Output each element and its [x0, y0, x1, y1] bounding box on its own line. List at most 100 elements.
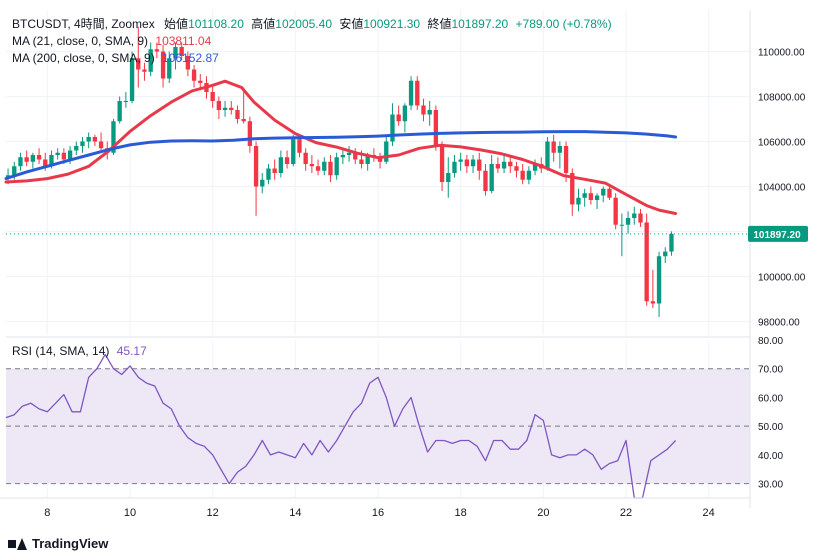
- candle-body: [86, 137, 91, 142]
- candle-body: [464, 159, 470, 167]
- candles: [5, 26, 674, 317]
- rsi-tick-label: 70.00: [758, 365, 783, 376]
- rsi-line: [5, 353, 677, 499]
- candle-body: [24, 157, 29, 162]
- candle-body: [396, 114, 401, 122]
- candle-body: [607, 188, 612, 198]
- candle-body: [334, 157, 339, 176]
- candle-body: [582, 193, 587, 198]
- candle-body: [67, 150, 73, 160]
- open-value: 101108.20: [188, 17, 244, 31]
- candle-body: [594, 195, 600, 200]
- candle-body: [129, 58, 135, 101]
- tradingview-icon: [8, 537, 27, 550]
- candle-body: [365, 155, 370, 164]
- candle-body: [55, 152, 60, 155]
- candle-body: [638, 213, 643, 223]
- candle-body: [570, 173, 575, 205]
- candle-body: [340, 155, 346, 158]
- x-tick-label: 10: [124, 507, 136, 519]
- candle-body: [322, 161, 327, 171]
- candle-body: [421, 105, 426, 115]
- candle-body: [222, 107, 228, 110]
- candle-body: [557, 146, 563, 153]
- candle-body: [514, 166, 519, 171]
- candle-body: [390, 114, 395, 142]
- candle-body: [247, 121, 253, 146]
- ma21-label: MA (21, close, 0, SMA, 9): [12, 34, 149, 48]
- ma21-line: [4, 79, 678, 215]
- candle-body: [303, 152, 308, 164]
- candle-body: [80, 141, 85, 146]
- x-tick-label: 12: [207, 507, 219, 519]
- candle-body: [427, 110, 432, 115]
- candle-body: [74, 146, 79, 151]
- candle-body: [346, 152, 352, 155]
- open-label: 始値: [164, 17, 189, 31]
- candle-body: [619, 224, 625, 226]
- ma21-legend[interactable]: MA (21, close, 0, SMA, 9) 103811.04: [12, 34, 211, 48]
- candle-body: [154, 49, 160, 52]
- ma200-legend[interactable]: MA (200, close, 0, SMA, 9) 106152.87: [12, 51, 219, 65]
- rsi-tick-label: 60.00: [758, 393, 783, 404]
- candle-body: [291, 139, 296, 164]
- candle-body: [210, 92, 215, 101]
- candle-body: [18, 157, 23, 167]
- candle-body: [185, 56, 191, 70]
- candle-body: [98, 141, 104, 149]
- candle-body: [452, 161, 457, 173]
- candle-body: [148, 49, 153, 72]
- candle-body: [402, 105, 408, 122]
- candle-body: [384, 141, 389, 162]
- y-tick-label: 100000.00: [758, 273, 806, 284]
- y-tick-label: 104000.00: [758, 183, 806, 194]
- symbol-title: BTCUSDT, 4時間, Zoomex: [12, 17, 155, 31]
- low-label: 安値: [339, 17, 364, 31]
- rsi-value: 45.17: [116, 344, 147, 358]
- ma21-value: 103811.04: [155, 34, 212, 48]
- candle-body: [526, 170, 532, 180]
- tradingview-brand: TradingView: [32, 536, 109, 551]
- candle-body: [297, 139, 302, 153]
- rsi-line: [5, 353, 677, 499]
- candle-body: [377, 157, 383, 162]
- rsi-legend[interactable]: RSI (14, SMA, 14) 45.17: [12, 344, 147, 358]
- candle-body: [49, 155, 54, 167]
- axes: [0, 10, 751, 508]
- x-tick-label: 14: [289, 507, 301, 519]
- candle-body: [241, 119, 246, 122]
- candle-body: [272, 168, 277, 173]
- candle-body: [142, 69, 147, 72]
- candle-body: [632, 213, 637, 218]
- candle-body: [315, 166, 321, 171]
- candle-body: [179, 47, 184, 56]
- candle-body: [551, 141, 556, 153]
- candle-body: [495, 164, 501, 169]
- tradingview-logo[interactable]: TradingView: [8, 536, 108, 551]
- candle-body: [563, 146, 569, 173]
- candle-body: [601, 188, 606, 196]
- x-tick-label: 16: [372, 507, 384, 519]
- candle-body: [613, 197, 618, 225]
- symbol-header: BTCUSDT, 4時間, Zoomex 始値101108.20 高値10200…: [12, 17, 612, 31]
- y-tick-label: 108000.00: [758, 93, 806, 104]
- candle-body: [458, 159, 463, 162]
- candle-body: [123, 101, 129, 102]
- candle-body: [483, 170, 488, 191]
- rsi-tick-label: 80.00: [758, 336, 783, 347]
- candle-body: [284, 157, 290, 164]
- candle-body: [117, 101, 122, 122]
- candle-body: [489, 164, 494, 191]
- rsi-tick-label: 50.00: [758, 422, 783, 433]
- price-badge-label: 101897.20: [753, 230, 801, 241]
- candle-body: [532, 164, 538, 171]
- candle-body: [191, 69, 197, 81]
- candle-body: [669, 233, 674, 252]
- x-tick-label: 22: [620, 507, 632, 519]
- x-tick-label: 8: [44, 507, 50, 519]
- rsi-label: RSI (14, SMA, 14): [12, 344, 110, 358]
- candle-body: [408, 80, 414, 106]
- x-tick-label: 18: [455, 507, 467, 519]
- y-tick-label: 98000.00: [758, 318, 800, 329]
